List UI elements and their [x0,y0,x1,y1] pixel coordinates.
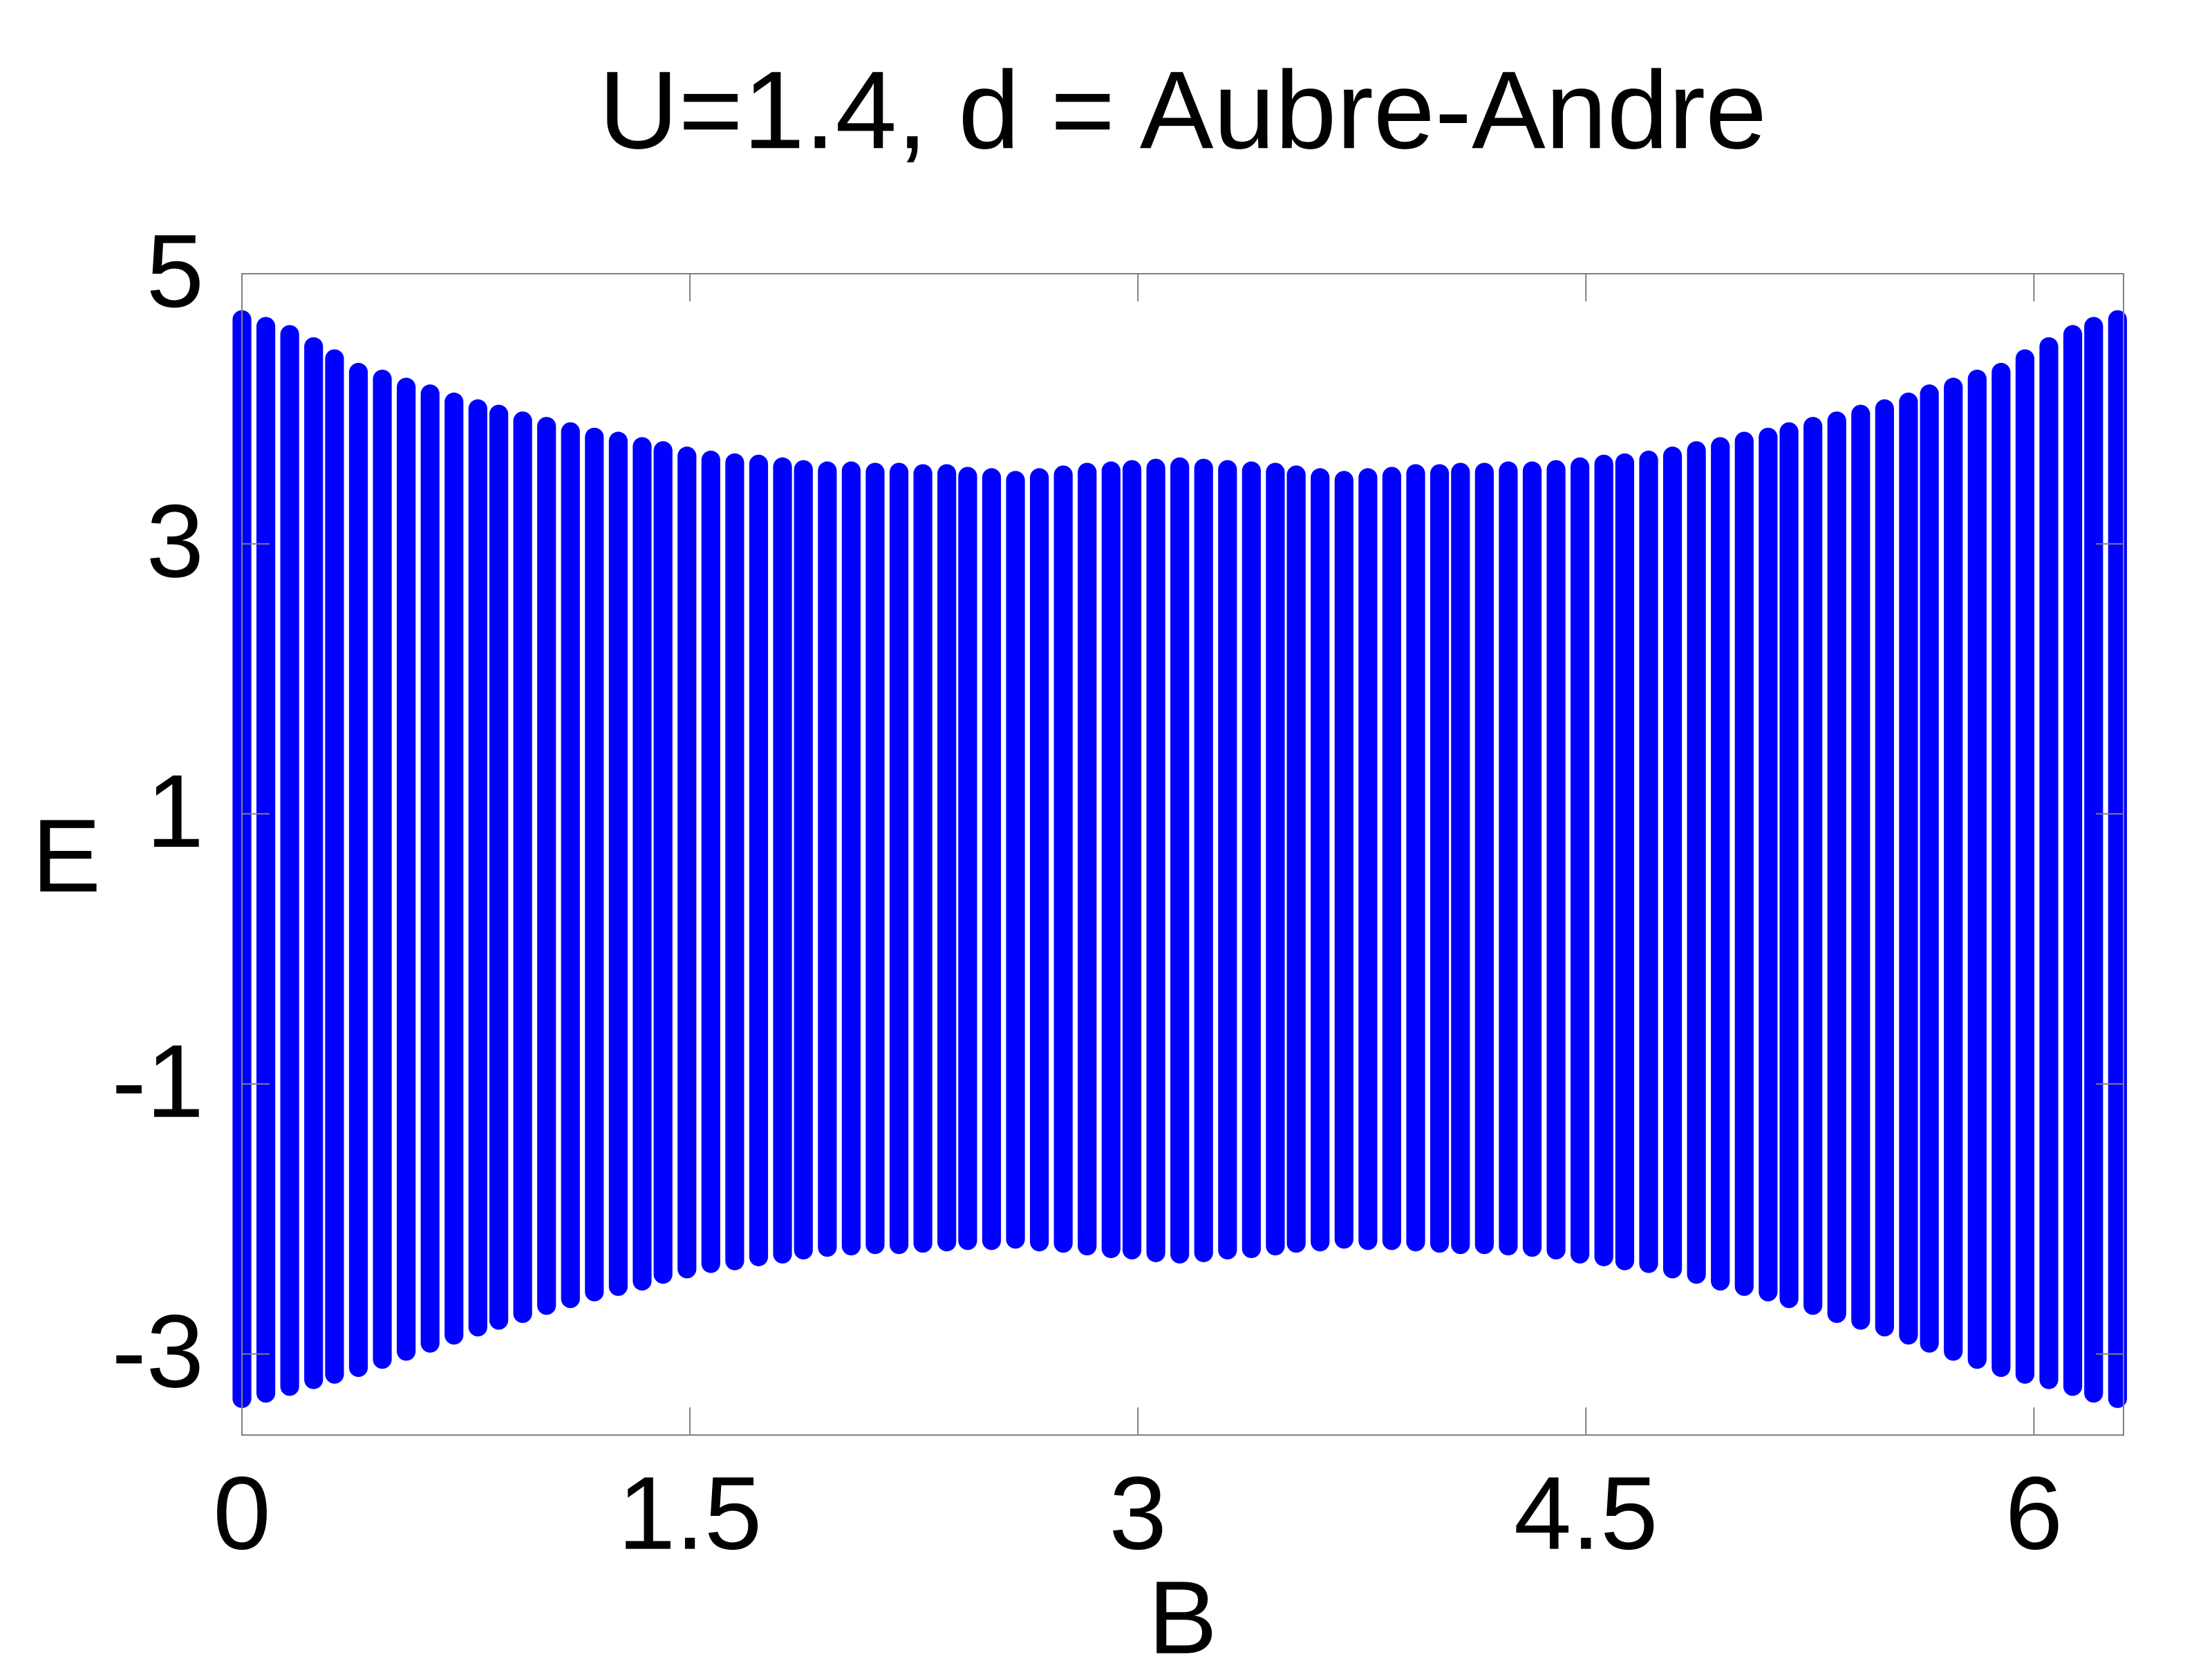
y-tick-label: -1 [112,1023,204,1139]
plot-frame [241,273,2124,1436]
x-tick-label: 4.5 [1514,1455,1658,1571]
y-tick-label: 5 [147,213,204,329]
plot-area [232,310,2127,1408]
y-tick-label: 1 [147,753,204,869]
x-tick-label: 6 [2005,1455,2063,1571]
y-tick-label: -3 [112,1293,204,1409]
x-tick-label: 0 [213,1455,270,1571]
x-tick-label: 1.5 [618,1455,762,1571]
y-tick-label: 3 [147,482,204,599]
chart-title: U=1.4, d = Aubre-Andre [599,48,1767,171]
x-axis-label: B [1148,1559,1217,1659]
y-axis-label: E [32,798,101,914]
x-tick-label: 3 [1109,1455,1166,1571]
